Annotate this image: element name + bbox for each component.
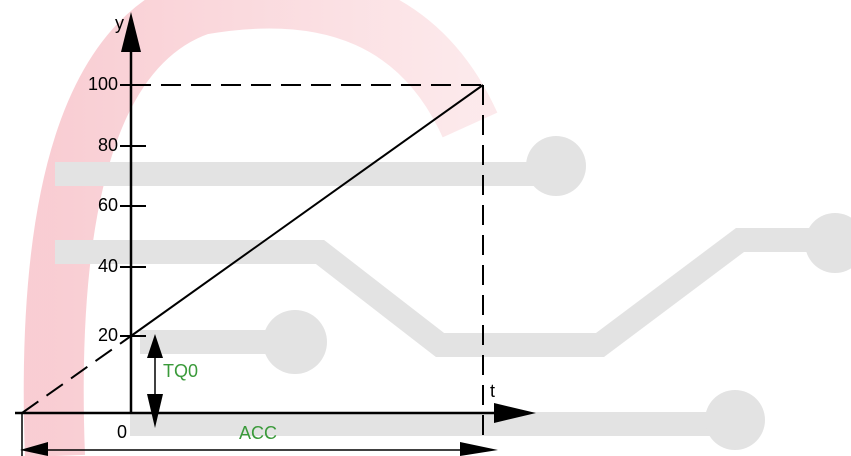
y-tick-label: 80 [98,135,118,155]
y-tick-label: 20 [98,325,118,345]
y-axis-label: y [115,13,124,33]
tq0-dimension [147,334,163,428]
origin-label: 0 [117,422,127,442]
tq0-label: TQ0 [163,361,198,381]
acc-dimension [20,413,498,456]
guides [21,84,484,440]
x-axis-label: t [490,381,495,401]
y-tick-label: 40 [98,256,118,276]
background [23,0,851,456]
ramp-line [130,84,484,337]
axes [15,40,500,415]
x-arrow [494,403,536,423]
y-tick-label: 100 [88,74,118,94]
acc-label: ACC [239,423,277,443]
y-tick-label: 60 [98,195,118,215]
y-arrow [121,12,141,52]
y-ticks: 100 80 60 40 20 [88,74,146,345]
